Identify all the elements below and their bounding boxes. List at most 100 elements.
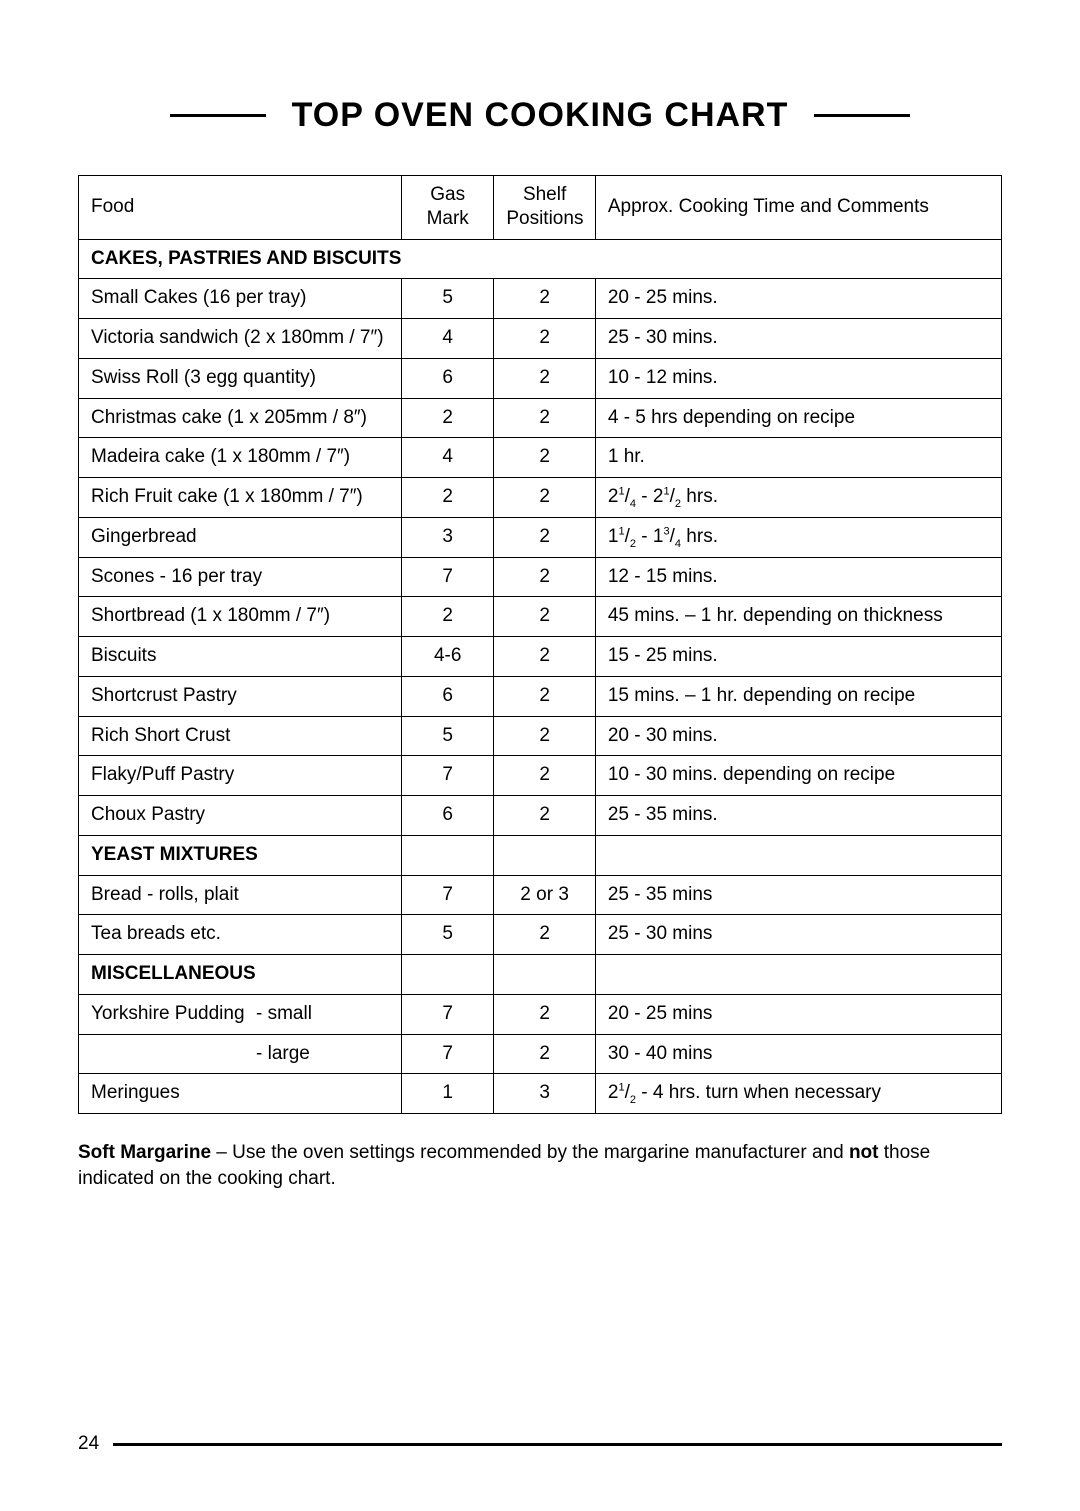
footnote: Soft Margarine – Use the oven settings r… [78,1140,1002,1191]
table-row: Victoria sandwich (2 x 180mm / 7″)4225 -… [79,319,1002,359]
section-heading-row: CAKES, PASTRIES AND BISCUITS [79,239,1002,279]
cell-gas-mark: 2 [402,597,494,637]
cell-gas-mark: 7 [402,1034,494,1074]
cell-comments: 10 - 30 mins. depending on recipe [595,756,1001,796]
cell-gas-mark: 5 [402,915,494,955]
food-sub: - large [256,1043,310,1064]
cell-food: - large [79,1034,402,1074]
cell-gas-mark: 6 [402,796,494,836]
cell-comments: 4 - 5 hrs depending on recipe [595,398,1001,438]
footnote-bold-1: Soft Margarine [78,1142,211,1163]
section-heading: CAKES, PASTRIES AND BISCUITS [79,239,1002,279]
cell-gas-mark: 7 [402,557,494,597]
title-row: TOP OVEN COOKING CHART [78,96,1002,135]
cell-gas-mark: 3 [402,517,494,557]
cell-gas-mark: 5 [402,716,494,756]
cell-comments: 20 - 25 mins. [595,279,1001,319]
section-heading: YEAST MIXTURES [79,835,402,875]
cell-comments: 25 - 30 mins [595,915,1001,955]
cell-comments: 25 - 35 mins. [595,796,1001,836]
empty-cell [595,835,1001,875]
cell-gas-mark: 7 [402,875,494,915]
table-row: Small Cakes (16 per tray)5220 - 25 mins. [79,279,1002,319]
cell-comments: 25 - 30 mins. [595,319,1001,359]
table-row: Bread - rolls, plait72 or 325 - 35 mins [79,875,1002,915]
empty-cell [402,955,494,995]
empty-cell [402,835,494,875]
cell-shelf-position: 3 [494,1074,596,1114]
cell-food: Gingerbread [79,517,402,557]
cell-comments: 15 - 25 mins. [595,637,1001,677]
table-row: Meringues1321/2 - 4 hrs. turn when neces… [79,1074,1002,1114]
cell-comments: 10 - 12 mins. [595,358,1001,398]
title-rule-left [170,114,266,117]
cell-food: Tea breads etc. [79,915,402,955]
page-number: 24 [78,1433,99,1455]
footnote-text-1: – Use the oven settings recommended by t… [211,1142,849,1163]
cell-comments: 20 - 25 mins [595,994,1001,1034]
cell-comments: 25 - 35 mins [595,875,1001,915]
cell-food: Yorkshire Pudding- small [79,994,402,1034]
cell-food: Victoria sandwich (2 x 180mm / 7″) [79,319,402,359]
cell-gas-mark: 4 [402,438,494,478]
cell-comments: 30 - 40 mins [595,1034,1001,1074]
table-row: Madeira cake (1 x 180mm / 7″)421 hr. [79,438,1002,478]
cell-shelf-position: 2 [494,557,596,597]
table-row: Choux Pastry6225 - 35 mins. [79,796,1002,836]
section-heading-row: MISCELLANEOUS [79,955,1002,995]
food-main: Yorkshire Pudding [91,1002,256,1026]
col-gas-l1: Gas [430,184,465,205]
cell-shelf-position: 2 [494,478,596,518]
cell-shelf-position: 2 [494,438,596,478]
cell-shelf-position: 2 [494,597,596,637]
table-row: Shortbread (1 x 180mm / 7″)2245 mins. – … [79,597,1002,637]
cell-shelf-position: 2 [494,994,596,1034]
cell-gas-mark: 4-6 [402,637,494,677]
cell-food: Shortcrust Pastry [79,676,402,716]
table-row: - large 7230 - 40 mins [79,1034,1002,1074]
table-row: Christmas cake (1 x 205mm / 8″)224 - 5 h… [79,398,1002,438]
cell-shelf-position: 2 [494,756,596,796]
page-footer: 24 [78,1433,1002,1455]
table-row: Biscuits4-6215 - 25 mins. [79,637,1002,677]
cell-food: Swiss Roll (3 egg quantity) [79,358,402,398]
cell-comments: 15 mins. – 1 hr. depending on recipe [595,676,1001,716]
footnote-bold-2: not [849,1142,879,1163]
food-sub: - small [256,1003,312,1024]
cell-food: Choux Pastry [79,796,402,836]
table-row: Gingerbread3211/2 - 13/4 hrs. [79,517,1002,557]
cooking-chart-table: Food Gas Mark Shelf Positions Approx. Co… [78,175,1002,1114]
table-row: Shortcrust Pastry6215 mins. – 1 hr. depe… [79,676,1002,716]
cell-shelf-position: 2 [494,1034,596,1074]
cell-shelf-position: 2 [494,796,596,836]
cell-gas-mark: 5 [402,279,494,319]
table-row: Yorkshire Pudding- small7220 - 25 mins [79,994,1002,1034]
cell-food: Madeira cake (1 x 180mm / 7″) [79,438,402,478]
cell-shelf-position: 2 [494,716,596,756]
title-rule-right [814,114,910,117]
table-row: Swiss Roll (3 egg quantity)6210 - 12 min… [79,358,1002,398]
col-gas-l2: Mark [427,208,469,229]
cell-gas-mark: 2 [402,478,494,518]
cell-comments: 1 hr. [595,438,1001,478]
cell-comments: 11/2 - 13/4 hrs. [595,517,1001,557]
cell-food: Biscuits [79,637,402,677]
cell-comments: 21/4 - 21/2 hrs. [595,478,1001,518]
page: TOP OVEN COOKING CHART Food Gas Mark She… [0,0,1080,1511]
page-title: TOP OVEN COOKING CHART [292,96,789,135]
col-comments: Approx. Cooking Time and Comments [595,176,1001,240]
cell-shelf-position: 2 [494,279,596,319]
table-row: Tea breads etc.5225 - 30 mins [79,915,1002,955]
cell-gas-mark: 2 [402,398,494,438]
col-shelf-l2: Positions [506,208,583,229]
table-row: Rich Fruit cake (1 x 180mm / 7″)2221/4 -… [79,478,1002,518]
cell-shelf-position: 2 [494,517,596,557]
cell-food: Small Cakes (16 per tray) [79,279,402,319]
empty-cell [494,955,596,995]
cell-food: Shortbread (1 x 180mm / 7″) [79,597,402,637]
cell-food: Flaky/Puff Pastry [79,756,402,796]
cell-gas-mark: 6 [402,676,494,716]
cell-gas-mark: 6 [402,358,494,398]
cell-shelf-position: 2 [494,915,596,955]
cell-shelf-position: 2 [494,398,596,438]
